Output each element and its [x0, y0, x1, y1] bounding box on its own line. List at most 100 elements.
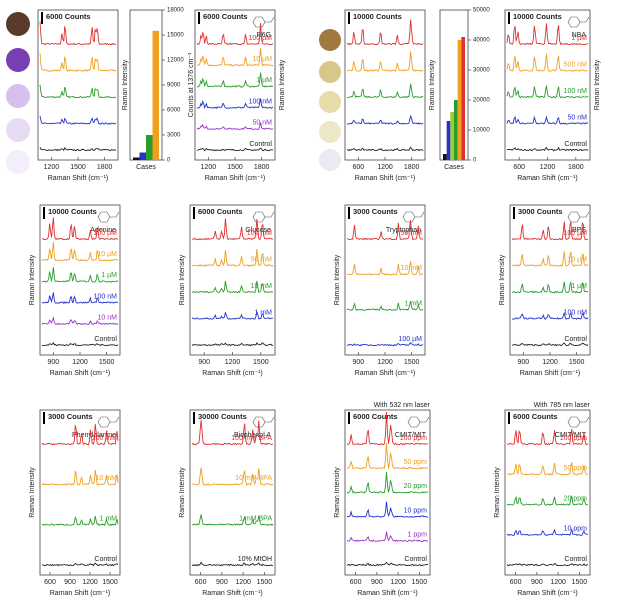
trace-label: 10 nM: [98, 315, 118, 322]
spectrum: [191, 419, 274, 446]
trace-label: 50 ppm: [564, 465, 588, 472]
trace-label: 100 nM: [249, 98, 273, 105]
x-tick-label: 1500: [404, 359, 420, 366]
sample-image: [6, 12, 30, 36]
bar: [450, 112, 454, 160]
spectrum: [41, 562, 119, 567]
trace-label: 100 ppm: [400, 435, 427, 442]
bar: [446, 121, 451, 160]
trace-label: 100 µM: [399, 336, 423, 343]
bar: [133, 157, 140, 160]
spectrum: [41, 217, 119, 241]
y-tick-label: 0: [167, 158, 171, 164]
spectrum: [346, 531, 429, 542]
y-axis-label: Raman Intensity: [279, 59, 286, 110]
sample-image: [6, 84, 30, 108]
bar-x-label: Cases: [136, 164, 156, 171]
spectrum: [191, 309, 273, 320]
compound-name: Phenylalanine: [72, 432, 116, 439]
panel: 3000 Counts Phenylalanine 600 900 1200 1500 Ra…: [29, 409, 121, 597]
spectrum: [192, 467, 274, 486]
x-tick-label: 1500: [102, 579, 118, 586]
y-axis-label: Raman Intensity: [179, 254, 186, 305]
spectrum: [41, 469, 119, 486]
spectrum: [39, 146, 117, 152]
scale-label: 6000 Counts: [198, 207, 243, 216]
compound-name: Bisphenol A: [234, 432, 271, 439]
x-tick-label: 1800: [568, 164, 584, 171]
spectrum: [191, 249, 274, 267]
panel: 10000 Counts 600 1200 1800 Raman Shift (cm⁻¹…: [344, 8, 490, 182]
x-tick-label: 900: [216, 579, 228, 586]
structure: [252, 16, 275, 28]
trace-label: 10 ppm: [404, 507, 428, 514]
plot-frame: [39, 409, 121, 576]
y-tick-label: 12000: [167, 58, 184, 64]
scale-label: 6000 Counts: [513, 412, 558, 421]
y-tick-label: 50000: [473, 8, 490, 14]
trace-label: 10 µM: [567, 256, 587, 263]
x-tick-label: 900: [371, 579, 383, 586]
compound-name: Adenine: [90, 227, 116, 234]
x-axis-label: Raman Shift (cm⁻¹): [205, 175, 265, 182]
spectrum: [506, 53, 589, 72]
trace-label: 100 mM: [92, 435, 117, 442]
x-axis-label: Raman Shift (cm⁻¹): [48, 175, 108, 182]
y-tick-label: 18000: [167, 8, 184, 14]
scale-label: 3000 Counts: [518, 207, 563, 216]
structure: [407, 416, 430, 428]
trace-label: 100 ppm: [560, 435, 587, 442]
x-tick-label: 1200: [377, 359, 393, 366]
x-tick-label: 900: [531, 579, 543, 586]
plot-frame: [344, 9, 426, 161]
spectrum: [346, 51, 424, 72]
sample-image: [319, 29, 341, 51]
x-tick-label: 900: [47, 359, 59, 366]
trace-label: 1 µM: [256, 77, 272, 84]
sample-image: [6, 118, 30, 142]
spectrum: [196, 147, 274, 152]
y-tick-label: 10000: [473, 128, 490, 134]
spectrum: [346, 220, 424, 241]
panel: 3000 Counts BPE 900 1200 1500 Raman Shift (cm…: [499, 204, 591, 377]
structure: [567, 16, 590, 28]
y-tick-label: 6000: [167, 108, 181, 114]
panel-subtitle: With 785 nm laser: [534, 402, 591, 409]
x-axis-label: Raman Shift (cm⁻¹): [202, 370, 262, 377]
trace-label: 10 mM: [401, 265, 423, 272]
structure: [252, 211, 275, 223]
y-axis-label: Raman Intensity: [499, 254, 506, 305]
spectrum: [506, 23, 589, 46]
y-tick-label: 15000: [167, 33, 184, 39]
spectrum: [346, 561, 429, 567]
scale-label: 6000 Counts: [203, 12, 248, 21]
trace-label: Control: [564, 141, 587, 148]
x-tick-label: 1200: [235, 579, 251, 586]
plot-frame: [189, 409, 276, 576]
x-tick-label: 1200: [225, 359, 241, 366]
trace-label: 20 ppm: [564, 495, 588, 502]
x-tick-label: 1500: [412, 579, 428, 586]
x-axis-label: Raman Shift (cm⁻¹): [355, 370, 415, 377]
trace-label: 10 mM: [251, 283, 273, 290]
compound-name: NBA: [572, 32, 587, 39]
trace-label: 1 mM: [405, 301, 423, 308]
panel: 6000 Counts R6G 1200 1500 1800 Raman Shift (c…: [194, 9, 286, 182]
trace-label: 1 ppm: [408, 532, 428, 539]
trace-label: 50 nM: [568, 114, 588, 121]
trace-label: 50 mM: [401, 230, 423, 237]
x-tick-label: 1200: [540, 164, 556, 171]
x-tick-label: 900: [64, 579, 76, 586]
spectrum: [191, 514, 274, 527]
trace-label: 500 nM: [564, 61, 588, 68]
spectrum: [196, 22, 274, 46]
x-axis-label: Raman Shift (cm⁻¹): [50, 370, 110, 377]
panel: 30000 Counts Bisphenol A 600 900 1200 1500 Ram…: [179, 409, 276, 597]
x-tick-label: 1800: [254, 164, 270, 171]
spectrum: [39, 21, 117, 46]
x-tick-label: 1200: [82, 579, 98, 586]
spectrum: [511, 221, 589, 241]
plot-frame: [504, 409, 591, 576]
spectrum: [41, 515, 119, 527]
sample-image: [319, 91, 341, 113]
